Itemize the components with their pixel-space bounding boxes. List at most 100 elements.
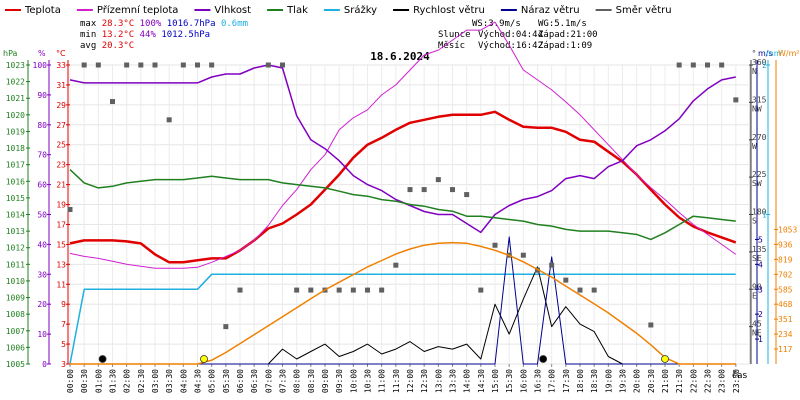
series-line [69,273,736,365]
stat-hum: 100% [140,19,162,29]
direction-point [435,177,441,183]
x-tick-label: 05:00 [208,369,217,393]
x-tick-label: 20:00 [633,369,642,393]
direction-point [350,287,356,293]
stat-rain: 0.6mm [221,19,248,29]
tick-label: 1018 [6,144,25,153]
tick-label: 1009 [6,294,25,303]
direction-point [294,287,300,293]
x-tick-label: 22:30 [704,369,713,393]
x-tick-label: 10:00 [349,369,358,393]
direction-point [591,287,597,293]
x-tick-label: 18:00 [576,369,585,393]
tick-label: 1 [758,335,763,344]
x-axis-label: čas [732,370,747,381]
direction-point [365,287,370,293]
legend-label: Směr větru [616,4,672,16]
direction-point [520,252,526,258]
event-dot [539,355,548,363]
tick-label: 1021 [6,94,25,103]
direction-point [138,62,144,68]
event-dot [98,355,107,363]
tick-label: 180 [752,208,767,217]
stat-label: max [80,19,97,29]
tick-label: 21 [56,181,66,190]
tick-label: 70 [37,151,47,160]
info-moon: Měsíc [438,41,465,51]
x-tick-label: 00:00 [66,369,75,393]
tick-label: 135 [752,245,767,254]
tick-label: 936 [778,240,793,249]
tick-label: 819 [778,255,793,264]
x-tick-label: 17:00 [548,369,557,393]
tick-label: 1007 [6,327,25,336]
tick-label: 360 [752,58,767,67]
axis-unit: hPa [3,49,18,58]
tick-label: 10 [37,330,47,339]
x-tick-label: 13:00 [434,369,443,393]
stat-press: 1012.5hPa [161,30,210,40]
x-tick-label: 00:30 [80,369,89,393]
tick-label: 17 [56,220,66,229]
tick-label: 1022 [6,78,25,87]
x-tick-label: 12:00 [406,369,415,393]
series-line [70,241,736,365]
tick-label: 11 [56,280,66,289]
x-tick-label: 06:30 [250,369,259,393]
tick-label: 1013 [6,227,25,236]
tick-label: 468 [778,300,793,309]
tick-label: 15 [56,240,66,249]
tick-label: 1016 [6,177,25,186]
x-tick-label: 04:00 [179,369,188,393]
info-sun: Slunce [438,30,471,40]
x-tick-label: 08:00 [293,369,302,393]
x-tick-label: 20:30 [647,369,656,393]
direction-point [549,262,555,268]
x-tick-label: 02:30 [137,369,146,393]
x-tick-label: 22:00 [689,369,698,393]
tick-label: 234 [778,330,793,339]
direction-point [81,62,87,68]
series-line [69,169,736,241]
tick-label: 1011 [6,260,25,269]
x-tick-label: 04:30 [194,369,203,393]
tick-label: 1 [762,211,767,220]
tick-label: 7 [61,320,66,329]
tick-label: 2 [758,310,763,319]
tick-label: 351 [778,315,793,324]
direction-point [563,277,569,283]
tick-label: 5 [61,340,66,349]
tick-label: 1019 [6,127,25,136]
tick-label: 4 [758,260,763,269]
x-tick-label: 21:00 [661,369,670,393]
tick-label: 31 [56,81,66,90]
tick-dir: W [752,142,757,151]
tick-label: 27 [56,121,66,130]
tick-label: 0 [42,360,47,369]
tick-label: 60 [37,181,47,190]
x-tick-label: 07:30 [279,369,288,393]
tick-label: 29 [56,101,66,110]
direction-point [648,322,654,328]
direction-point [464,192,470,198]
x-tick-label: 16:00 [519,369,528,393]
tick-label: 23 [56,161,66,170]
legend-label: Vlhkost [214,5,251,16]
x-tick-label: 19:30 [619,369,628,393]
direction-point [95,62,101,68]
x-tick-label: 07:00 [264,369,273,393]
direction-point [209,62,215,68]
x-tick-label: 23:00 [718,369,727,393]
x-tick-label: 11:30 [392,369,401,393]
chart-title: 18.6.2024 [370,50,430,63]
direction-point [379,287,385,293]
x-tick-label: 13:30 [449,369,458,393]
stat-line: min 13.2°C 44% 1012.5hPa [80,30,210,40]
stat-label: min [80,30,96,40]
axis-unit: °C [56,49,66,58]
stat-label: avg [80,41,96,51]
x-tick-label: 03:30 [165,369,174,393]
info-moon-set: Západ:1:09 [538,41,592,51]
tick-label: 3 [758,285,763,294]
